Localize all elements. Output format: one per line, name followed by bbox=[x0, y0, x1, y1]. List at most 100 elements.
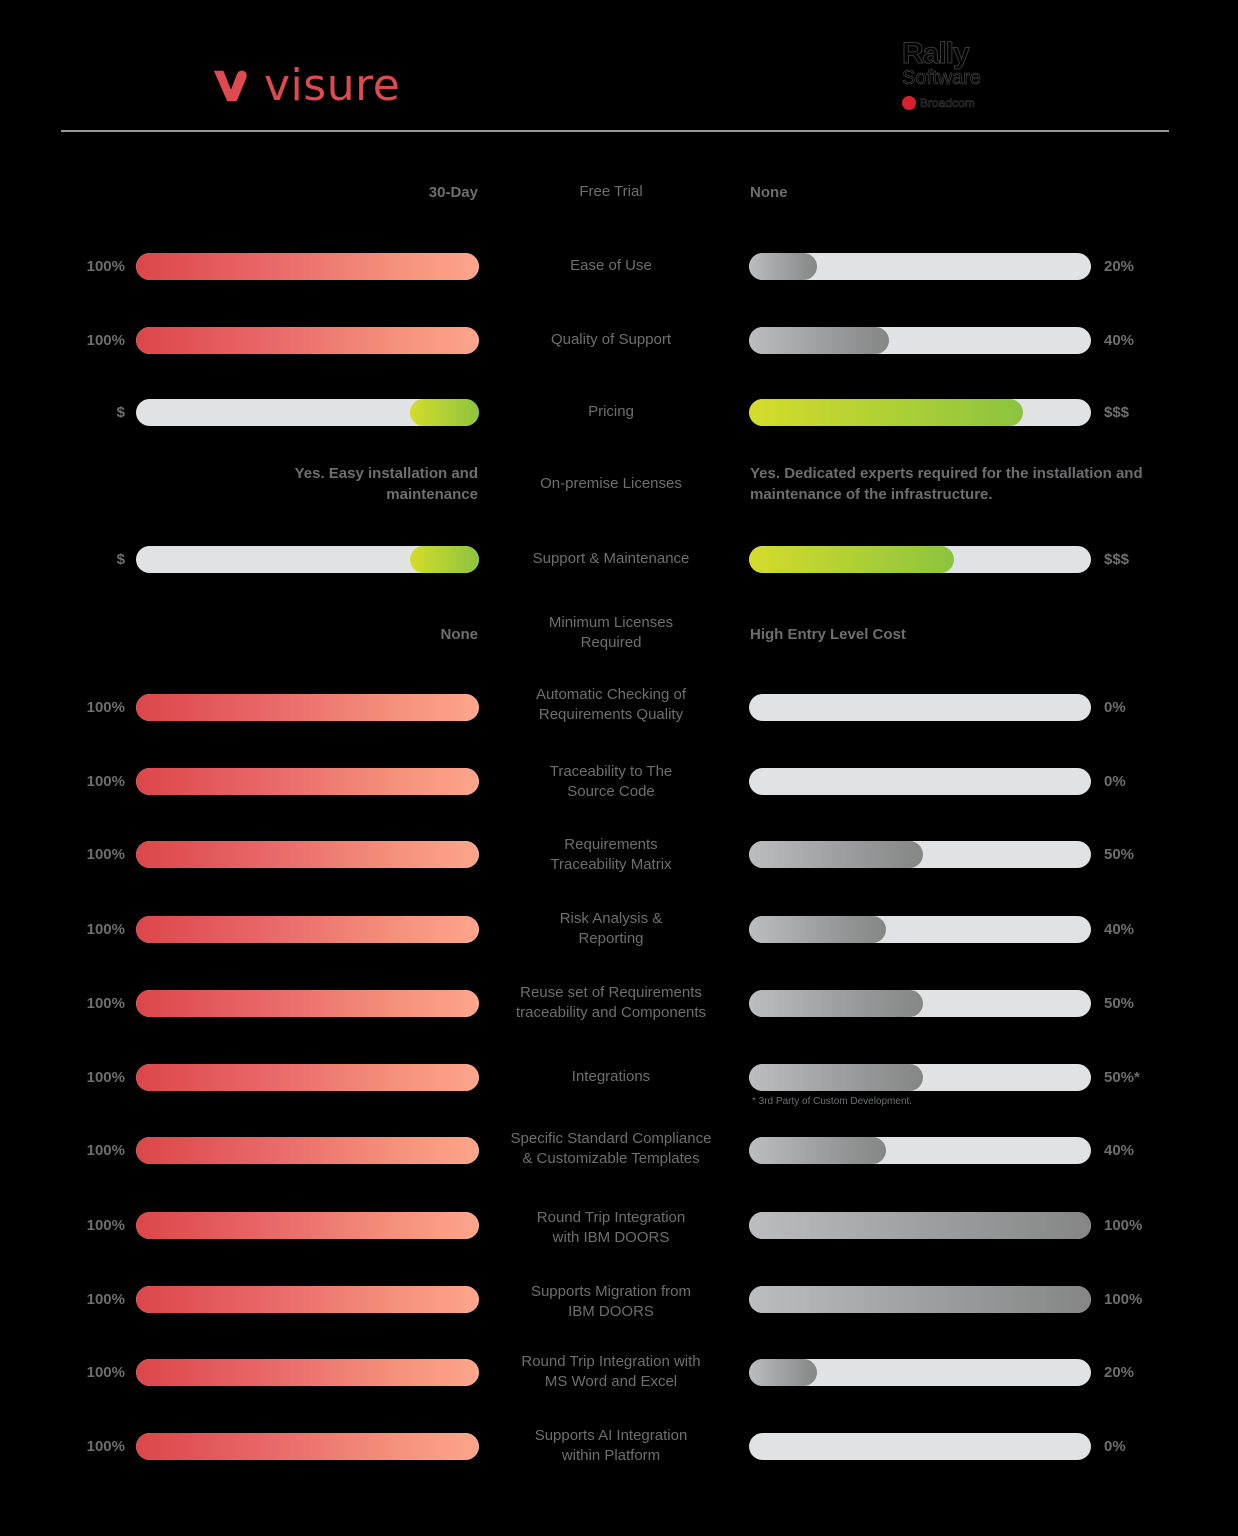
rally-bar-fill bbox=[749, 1286, 1091, 1313]
rally-value: 50% bbox=[1104, 846, 1135, 863]
row-label: Round Trip Integration with MS Word and … bbox=[521, 1353, 701, 1390]
visure-value: 100% bbox=[86, 1364, 125, 1381]
rally-value: 50% bbox=[1104, 995, 1135, 1012]
rally-bar-fill bbox=[749, 253, 818, 280]
row-label: Supports Migration from IBM DOORS bbox=[530, 1283, 692, 1320]
header-divider bbox=[61, 130, 1169, 132]
row-label: Automatic Checking of Requirements Quali… bbox=[535, 686, 687, 723]
visure-wordmark: visure bbox=[264, 60, 401, 111]
broadcom-icon bbox=[902, 96, 916, 110]
rally-bar bbox=[749, 1137, 1091, 1164]
visure-bar-fill bbox=[410, 399, 479, 426]
rally-bar-fill bbox=[749, 1137, 886, 1164]
row-label: Risk Analysis & Reporting bbox=[559, 910, 663, 947]
rally-bar-fill bbox=[749, 916, 886, 943]
rally-bar bbox=[749, 1212, 1091, 1239]
visure-bar-fill bbox=[136, 990, 479, 1017]
row-label: Requirements Traceability Matrix bbox=[550, 836, 672, 873]
visure-bar-fill bbox=[136, 841, 479, 868]
rally-value: 40% bbox=[1104, 921, 1135, 938]
rally-bar-fill bbox=[749, 1064, 924, 1091]
rally-bar bbox=[749, 841, 1091, 868]
row-label: Reuse set of Requirements traceability a… bbox=[515, 984, 707, 1021]
rally-value: 0% bbox=[1104, 699, 1126, 716]
row-label: Minimum Licenses Required bbox=[548, 614, 674, 651]
visure-bar bbox=[136, 916, 479, 943]
visure-bar bbox=[136, 768, 479, 795]
row-label: Specific Standard Compliance & Customiza… bbox=[510, 1130, 712, 1167]
rally-software-logo: Rally Software Broadcom bbox=[902, 37, 992, 110]
broadcom-byline: Broadcom bbox=[902, 96, 992, 110]
visure-value: 100% bbox=[86, 699, 125, 716]
visure-value: 100% bbox=[86, 1217, 125, 1234]
rally-bar bbox=[749, 546, 1091, 573]
row-label: Supports AI Integration within Platform bbox=[534, 1427, 688, 1464]
visure-value: 100% bbox=[86, 1291, 125, 1308]
visure-bar bbox=[136, 841, 479, 868]
row-label: Support & Maintenance bbox=[532, 550, 690, 567]
visure-bar bbox=[136, 694, 479, 721]
rally-value: 40% bbox=[1104, 1142, 1135, 1159]
rally-bar-fill bbox=[749, 990, 924, 1017]
rally-value: $$$ bbox=[1104, 404, 1130, 421]
rally-value: Yes. Dedicated experts required for the … bbox=[750, 465, 1143, 503]
visure-logo: visure bbox=[212, 64, 400, 108]
visure-value: 100% bbox=[86, 921, 125, 938]
visure-bar-fill bbox=[136, 1212, 479, 1239]
visure-bar bbox=[136, 1359, 479, 1386]
rally-bar-fill bbox=[749, 546, 955, 573]
rally-bar bbox=[749, 327, 1091, 354]
rally-bar-fill bbox=[749, 399, 1023, 426]
visure-value: Yes. Easy installation and maintenance bbox=[294, 465, 478, 503]
visure-value: $ bbox=[116, 404, 125, 421]
rally-bar bbox=[749, 399, 1091, 426]
rally-value: 20% bbox=[1104, 1364, 1135, 1381]
rally-value: 50%* bbox=[1104, 1069, 1140, 1086]
rally-bar-fill bbox=[749, 327, 890, 354]
visure-bar-fill bbox=[410, 546, 479, 573]
rally-value: High Entry Level Cost bbox=[750, 626, 906, 643]
visure-bar bbox=[136, 253, 479, 280]
visure-value: 100% bbox=[86, 1069, 125, 1086]
visure-value: 100% bbox=[86, 995, 125, 1012]
rally-bar bbox=[749, 768, 1091, 795]
visure-bar-fill bbox=[136, 768, 479, 795]
row-label: On-premise Licenses bbox=[540, 475, 682, 492]
row-label: Traceability to The Source Code bbox=[549, 763, 673, 800]
visure-bar bbox=[136, 1433, 479, 1460]
visure-bar-fill bbox=[136, 253, 479, 280]
rally-value: $$$ bbox=[1104, 551, 1130, 568]
rally-value: 100% bbox=[1104, 1217, 1143, 1234]
visure-bar bbox=[136, 546, 479, 573]
visure-bar-fill bbox=[136, 1433, 479, 1460]
visure-value: 100% bbox=[86, 1142, 125, 1159]
broadcom-label: Broadcom bbox=[920, 96, 975, 111]
visure-bar bbox=[136, 1137, 479, 1164]
rally-value: 100% bbox=[1104, 1291, 1143, 1308]
rally-value: 40% bbox=[1104, 332, 1135, 349]
rally-bar-fill bbox=[749, 841, 924, 868]
visure-v-icon bbox=[213, 70, 247, 102]
row-label: Round Trip Integration with IBM DOORS bbox=[536, 1209, 686, 1246]
rally-bar bbox=[749, 694, 1091, 721]
visure-bar-fill bbox=[136, 1286, 479, 1313]
rally-bar bbox=[749, 1064, 1091, 1091]
rally-bar bbox=[749, 1433, 1091, 1460]
row-label: Integrations bbox=[571, 1068, 651, 1085]
row-label: Ease of Use bbox=[570, 257, 652, 274]
rally-value: 0% bbox=[1104, 773, 1126, 790]
rally-bar bbox=[749, 916, 1091, 943]
rally-subtitle: Software bbox=[902, 67, 982, 89]
visure-value: 30-Day bbox=[428, 184, 478, 201]
row-label: Quality of Support bbox=[550, 331, 672, 348]
integrations-footnote: * 3rd Party of Custom Development. bbox=[752, 1096, 913, 1107]
row-label: Free Trial bbox=[579, 183, 643, 200]
rally-value: None bbox=[750, 184, 788, 201]
visure-bar bbox=[136, 990, 479, 1017]
rally-bar bbox=[749, 1359, 1091, 1386]
visure-bar-fill bbox=[136, 1359, 479, 1386]
visure-value: 100% bbox=[86, 1438, 125, 1455]
visure-bar bbox=[136, 327, 479, 354]
rally-bar bbox=[749, 1286, 1091, 1313]
rally-title: Rally bbox=[902, 37, 971, 70]
